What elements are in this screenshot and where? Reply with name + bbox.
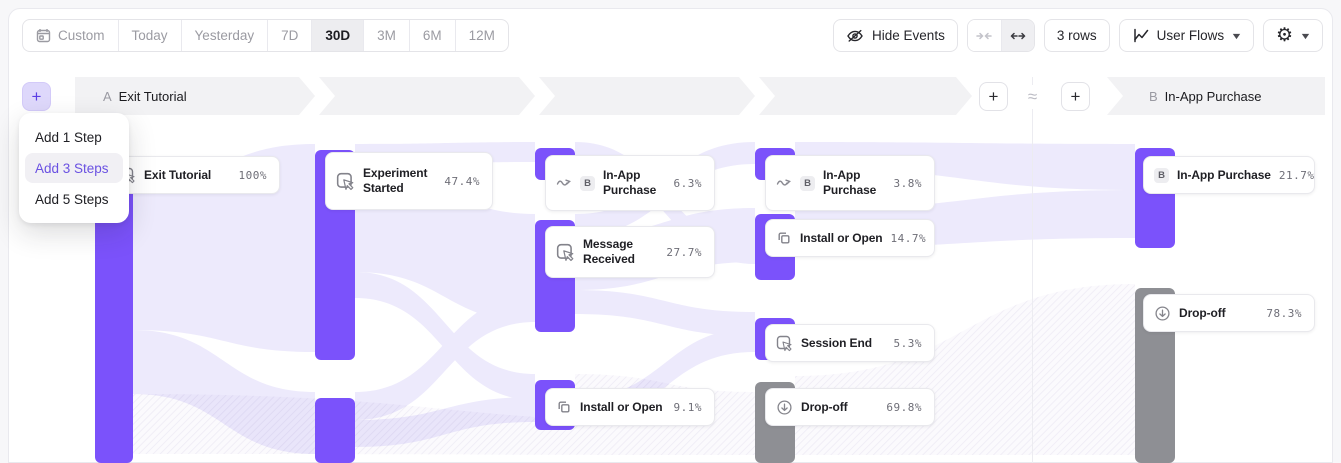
step-band-segment-b[interactable]: B In-App Purchase [1107, 77, 1325, 115]
node-percent: 69.8% [886, 400, 922, 414]
node-card-message-received[interactable]: Message Received 27.7% [545, 226, 715, 278]
toolbar-right: Hide Events 3 rows User Flows ▼ ⚙ ▼ [833, 19, 1323, 52]
node-percent: 100% [238, 168, 267, 182]
expand-arrows-icon [1010, 32, 1026, 39]
menu-item-add-5-steps[interactable]: Add 5 Steps [35, 191, 109, 207]
node-card-in-app-purchase-b[interactable]: B In-App Purchase 21.7% [1143, 156, 1315, 194]
date-range-yesterday[interactable]: Yesterday [180, 20, 268, 51]
add-step-button-left[interactable]: + [22, 82, 51, 111]
gear-icon: ⚙ [1276, 25, 1294, 46]
hide-events-button[interactable]: Hide Events [833, 19, 958, 52]
rows-label: 3 rows [1056, 28, 1097, 43]
date-range-7d[interactable]: 7D [267, 20, 311, 51]
node-percent: 3.8% [893, 176, 922, 190]
node-card-in-app-purchase-c3[interactable]: B In-App Purchase 6.3% [545, 155, 715, 211]
node-percent: 5.3% [893, 336, 922, 350]
date-range-selector: Custom Today Yesterday 7D 30D 3M 6M 12M [22, 19, 509, 52]
node-title: Session End [801, 335, 872, 350]
date-range-label: Custom [58, 28, 105, 43]
node-card-drop-off-c4[interactable]: Drop-off 69.8% [765, 388, 935, 426]
date-range-custom[interactable]: Custom [23, 20, 118, 51]
add-step-button-mid-left[interactable]: + [979, 82, 1008, 111]
collapse-columns-button[interactable] [967, 20, 1001, 51]
eye-off-icon [847, 29, 863, 42]
node-percent: 78.3% [1266, 306, 1302, 320]
step-b-badge: B [800, 175, 815, 191]
view-selector-button[interactable]: User Flows ▼ [1118, 19, 1255, 52]
expand-columns-button[interactable] [1000, 20, 1034, 51]
chevron-down-icon: ▼ [1299, 30, 1312, 41]
node-card-exit-tutorial[interactable]: Exit Tutorial 100% [108, 156, 280, 194]
date-range-12m[interactable]: 12M [454, 20, 508, 51]
node-title: In-App Purchase [603, 168, 657, 197]
add-steps-menu: Add 1 Step Add 3 Steps Add 5 Steps [19, 113, 129, 223]
node-title: Experiment Started [363, 166, 428, 195]
date-range-3m[interactable]: 3M [363, 20, 409, 51]
node-title: In-App Purchase [823, 168, 877, 197]
node-card-session-end[interactable]: Session End 5.3% [765, 324, 935, 362]
panel-right-border [1332, 77, 1333, 463]
node-title: Exit Tutorial [144, 167, 212, 182]
squiggle-arrow-icon [776, 179, 791, 186]
rows-button[interactable]: 3 rows [1043, 19, 1110, 52]
window-icon [558, 401, 570, 413]
step-band-segment-1[interactable]: A Exit Tutorial [75, 77, 315, 115]
step-b-badge: B [580, 175, 595, 191]
node-card-install-or-open-c3[interactable]: Install or Open 9.1% [545, 388, 715, 426]
step-letter: B [1149, 88, 1158, 104]
view-selector-label: User Flows [1156, 28, 1225, 43]
node-title: Message Received [583, 237, 635, 266]
node-title: Drop-off [801, 399, 848, 414]
click-event-icon [336, 172, 354, 190]
node-title: Drop-off [1179, 305, 1226, 320]
drop-off-icon [1155, 305, 1170, 321]
flows-canvas: Exit Tutorial 100% Experiment Started 47… [0, 77, 1341, 463]
line-chart-icon [1133, 28, 1148, 43]
add-step-button-mid-right[interactable]: + [1061, 82, 1090, 111]
step-b-badge: B [1154, 167, 1169, 183]
node-percent: 9.1% [673, 400, 702, 414]
node-title: In-App Purchase [1177, 167, 1271, 182]
node-percent: 27.7% [666, 245, 702, 259]
node-percent: 21.7% [1278, 168, 1315, 182]
step-b-label: B In-App Purchase [1107, 89, 1262, 104]
node-title: Install or Open [580, 399, 663, 414]
step-name: In-App Purchase [1164, 88, 1262, 104]
node-percent: 6.3% [673, 176, 702, 190]
drop-off-icon [777, 399, 792, 415]
step-band-segment-3[interactable] [539, 77, 755, 115]
menu-item-add-3-steps[interactable]: Add 3 Steps [25, 153, 123, 183]
chevron-down-icon: ▼ [1230, 30, 1243, 41]
node-card-drop-off-b[interactable]: Drop-off 78.3% [1143, 294, 1315, 332]
click-event-icon [556, 243, 574, 261]
node-card-install-or-open-c4[interactable]: Install or Open 14.7% [765, 219, 935, 257]
settings-button[interactable]: ⚙ ▼ [1263, 19, 1323, 52]
panel-divider [1032, 77, 1033, 463]
node-card-in-app-purchase-c4[interactable]: B In-App Purchase 3.8% [765, 155, 935, 211]
node-card-experiment-started[interactable]: Experiment Started 47.4% [325, 152, 493, 210]
menu-item-add-1-step[interactable]: Add 1 Step [35, 129, 102, 145]
node-bar-install-or-open-c2[interactable] [315, 398, 355, 463]
date-range-6m[interactable]: 6M [408, 20, 455, 51]
collapse-arrows-icon [976, 32, 993, 39]
node-percent: 14.7% [890, 231, 927, 245]
step-letter: A [103, 88, 112, 104]
step-a-label: A Exit Tutorial [75, 89, 187, 104]
node-percent: 47.4% [444, 174, 480, 188]
step-band-segment-2[interactable] [319, 77, 535, 115]
calendar-icon [36, 29, 51, 43]
squiggle-arrow-icon [556, 179, 571, 186]
hide-events-label: Hide Events [872, 28, 945, 43]
date-range-today[interactable]: Today [117, 20, 181, 51]
click-event-icon [776, 335, 792, 351]
step-name: Exit Tutorial [118, 88, 187, 104]
toolbar: Custom Today Yesterday 7D 30D 3M 6M 12M … [22, 19, 1323, 52]
node-bar-exit-tutorial[interactable] [95, 188, 133, 463]
collapse-expand-toggle [966, 19, 1035, 52]
window-icon [778, 232, 790, 244]
step-band-segment-4[interactable] [759, 77, 972, 115]
date-range-30d[interactable]: 30D [311, 20, 364, 51]
approx-symbol: ≈ [1022, 85, 1043, 109]
node-title: Install or Open [800, 230, 883, 245]
